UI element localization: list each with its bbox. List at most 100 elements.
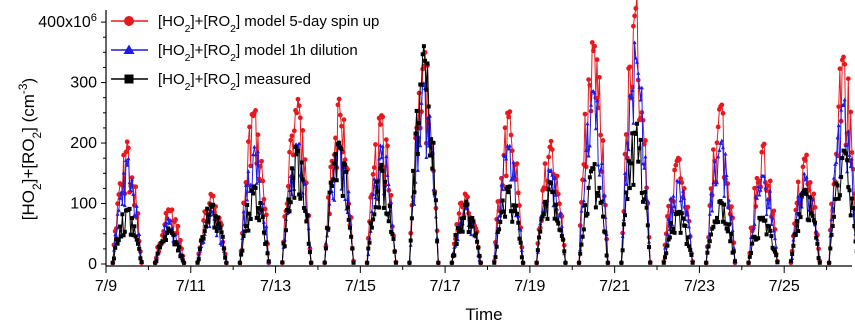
data-point bbox=[625, 197, 630, 202]
data-point bbox=[770, 216, 775, 220]
data-point bbox=[163, 210, 169, 216]
data-point bbox=[163, 237, 168, 242]
data-point bbox=[241, 209, 246, 214]
data-point bbox=[582, 111, 588, 117]
data-point bbox=[542, 161, 548, 167]
data-point bbox=[589, 40, 595, 45]
data-point bbox=[625, 140, 630, 145]
data-point bbox=[828, 246, 833, 251]
data-point bbox=[707, 239, 712, 244]
data-point bbox=[804, 191, 809, 196]
data-point bbox=[708, 186, 714, 191]
data-point bbox=[476, 245, 481, 250]
data-point bbox=[154, 255, 159, 260]
data-point bbox=[600, 138, 606, 143]
data-point bbox=[292, 195, 297, 200]
data-point bbox=[760, 215, 765, 220]
data-point bbox=[155, 251, 160, 256]
data-point bbox=[631, 23, 636, 29]
data-point bbox=[173, 217, 178, 222]
data-point bbox=[368, 221, 373, 226]
data-point bbox=[723, 151, 728, 156]
data-point bbox=[349, 234, 354, 239]
data-point bbox=[261, 219, 266, 224]
x-tick-label: 7/11 bbox=[176, 278, 206, 295]
data-point bbox=[601, 214, 606, 219]
data-point bbox=[756, 236, 761, 241]
data-point bbox=[245, 139, 251, 144]
data-point bbox=[797, 211, 802, 216]
data-point bbox=[322, 260, 327, 265]
data-point bbox=[507, 109, 513, 115]
data-point bbox=[688, 232, 693, 237]
data-point bbox=[772, 236, 777, 241]
data-point bbox=[507, 184, 512, 189]
data-point bbox=[549, 147, 555, 152]
data-point bbox=[758, 187, 763, 192]
legend-item: [HO2]+[RO2] measured bbox=[111, 71, 311, 93]
data-point bbox=[251, 191, 256, 196]
data-point bbox=[339, 123, 344, 129]
data-point bbox=[711, 224, 716, 229]
data-point bbox=[257, 163, 263, 169]
data-point bbox=[459, 216, 464, 221]
data-point bbox=[504, 156, 509, 161]
x-axis-title: Time bbox=[465, 305, 502, 324]
data-point bbox=[131, 192, 136, 196]
data-point bbox=[710, 147, 716, 153]
data-point bbox=[116, 238, 121, 243]
data-point bbox=[804, 152, 809, 158]
data-point bbox=[133, 234, 138, 239]
y-tick-label: 200 bbox=[70, 135, 97, 152]
data-point bbox=[243, 183, 248, 188]
data-point bbox=[556, 221, 561, 226]
data-point bbox=[181, 260, 186, 265]
data-point bbox=[492, 260, 497, 265]
data-point bbox=[385, 212, 390, 217]
data-point bbox=[666, 217, 671, 221]
data-point bbox=[418, 143, 423, 148]
data-point bbox=[578, 247, 583, 252]
data-point bbox=[416, 90, 422, 96]
data-point bbox=[814, 235, 819, 240]
data-point bbox=[750, 241, 755, 246]
data-point bbox=[169, 207, 175, 213]
data-point bbox=[177, 245, 182, 250]
legend-item: [HO2]+[RO2] model 1h dilution bbox=[111, 42, 358, 64]
data-point bbox=[545, 216, 550, 221]
data-point bbox=[764, 232, 769, 237]
data-point bbox=[843, 143, 848, 148]
data-point bbox=[417, 121, 422, 126]
data-point bbox=[799, 193, 804, 198]
data-point bbox=[257, 218, 262, 223]
data-point bbox=[847, 153, 852, 157]
data-point bbox=[203, 224, 208, 229]
data-point bbox=[771, 228, 776, 233]
data-point bbox=[414, 108, 419, 113]
data-point bbox=[195, 260, 200, 265]
data-point bbox=[794, 219, 799, 224]
data-point bbox=[830, 224, 835, 229]
data-point bbox=[763, 218, 768, 223]
data-point bbox=[211, 202, 216, 207]
data-point bbox=[665, 231, 670, 236]
data-point bbox=[515, 211, 520, 216]
data-point bbox=[596, 162, 601, 167]
data-point bbox=[326, 226, 331, 231]
data-point bbox=[287, 209, 292, 214]
data-point bbox=[261, 196, 267, 202]
data-point bbox=[626, 159, 631, 164]
data-point bbox=[544, 202, 549, 207]
data-point bbox=[765, 197, 770, 202]
data-point bbox=[390, 232, 395, 237]
data-point bbox=[383, 179, 388, 184]
data-point bbox=[663, 245, 668, 250]
data-point bbox=[552, 175, 557, 180]
data-point bbox=[252, 144, 257, 149]
data-point bbox=[294, 152, 299, 157]
data-point bbox=[803, 187, 808, 192]
data-point bbox=[452, 253, 457, 258]
data-point bbox=[831, 175, 836, 180]
data-point bbox=[688, 247, 693, 252]
